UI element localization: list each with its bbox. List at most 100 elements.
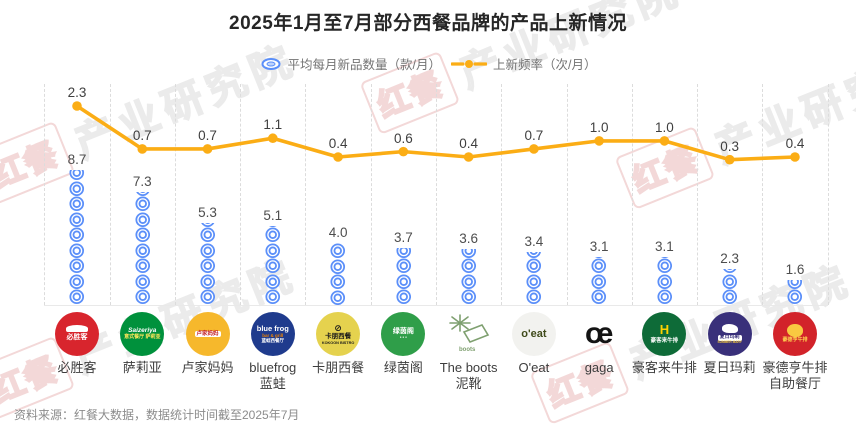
bead-ring: [69, 289, 85, 305]
brand-item: boots The boots 泥靴: [430, 312, 508, 392]
legend-item-freq: 上新频率（次/月）: [451, 54, 596, 73]
trend-point: [790, 152, 800, 162]
brand-logo: Saizeriya 意式餐厅 萨莉亚: [120, 312, 165, 356]
brand-logo-text: œ: [584, 316, 614, 350]
bead-ring: [200, 222, 215, 228]
brand-logo: boots: [447, 312, 491, 356]
brand-item: blue frog bar & grill 蓝蛙西餐厅 bluefrog 蓝蛙: [234, 312, 312, 392]
brand-logo-text: 卡朋西餐: [325, 333, 352, 341]
trend-point: [659, 136, 670, 146]
brand-logo-text: 必胜客: [66, 334, 88, 342]
trend-point: [333, 152, 343, 162]
bead-ring: [69, 258, 85, 274]
brand-logo: 豪德亨牛排: [772, 312, 817, 356]
bead-ring: [265, 243, 281, 259]
brand-logo-text: 意式餐厅 萨莉亚: [124, 333, 161, 340]
bead-ring: [330, 289, 346, 305]
brand-logo: 卢家妈妈: [185, 312, 230, 356]
bead-ring: [657, 289, 672, 305]
brand-logo: 必胜客: [55, 312, 99, 356]
bead-ring: [657, 258, 672, 274]
gridline: [827, 84, 829, 305]
bead-value-label: 3.1: [589, 238, 609, 254]
bead-ring: [787, 280, 803, 290]
bead-partial: [461, 249, 477, 259]
bead-stack: [134, 191, 151, 305]
freq-value-label: 0.7: [524, 127, 544, 143]
bead-ring: [69, 212, 85, 228]
bead-ring: [69, 181, 85, 197]
bead-ring: [591, 274, 607, 290]
freq-value-label: 0.4: [328, 135, 348, 151]
bead-stack: [461, 249, 477, 305]
trend-point: [529, 144, 539, 154]
brand-logo-text: 卢家妈妈: [194, 330, 221, 338]
brand-item: 必胜客 必胜客: [38, 312, 116, 376]
bead-value-label: 3.1: [655, 238, 674, 254]
bead-ring: [69, 170, 85, 181]
brand-label-line: The boots: [439, 360, 498, 375]
brand-label-line: 豪客来牛排: [631, 360, 697, 375]
brand-logo: œ: [577, 312, 621, 356]
bead-ring: [200, 258, 215, 274]
bead-value-label: 7.3: [132, 173, 152, 189]
brand-logo-text: ● ● ●: [399, 335, 407, 340]
brand-label: 夏日玛莉: [691, 360, 769, 376]
brand-logo-text: 绿茵阁: [392, 328, 414, 336]
brand-logo: H 豪客来牛排: [642, 312, 687, 356]
bead-ring: [595, 256, 604, 259]
brand-logo-text: 夏日玛莉: [717, 333, 742, 341]
bead-ring: [265, 289, 281, 305]
bead-value-label: 1.6: [785, 262, 805, 278]
brand-label-line: 必胜客: [57, 360, 97, 375]
brand-logo-text: bar & grill: [262, 333, 284, 339]
brand-label-line: 蓝蛙: [259, 376, 286, 391]
freq-value-label: 0.7: [198, 127, 217, 143]
freq-value-label: 0.6: [393, 130, 413, 146]
bead-ring: [265, 258, 281, 274]
brand-label: bluefrog 蓝蛙: [234, 360, 312, 392]
brand-item: 卢家妈妈 卢家妈妈: [169, 312, 247, 376]
freq-value-label: 0.4: [785, 135, 805, 151]
bead-ring: [396, 258, 411, 274]
bead-value-label: 3.6: [459, 231, 478, 247]
brand-label-line: gaga: [584, 360, 614, 375]
brand-label-line: bluefrog: [249, 360, 297, 375]
gridline: [44, 84, 46, 305]
brand-logo-text: 豪客来牛排: [650, 338, 679, 345]
bead-ring: [526, 258, 542, 274]
bead-partial: [722, 269, 738, 274]
bead-ring: [200, 289, 215, 305]
bead-ring: [330, 243, 346, 259]
bead-stack: [69, 170, 85, 305]
bead-value-label: 3.7: [393, 229, 413, 245]
brand-label: O'eat: [495, 360, 573, 376]
bead-ring: [591, 289, 607, 305]
bead-ring: [134, 258, 150, 274]
brand-label: 卢家妈妈: [169, 360, 247, 376]
bead-ring: [461, 289, 476, 305]
bead-stack: [330, 243, 346, 305]
bead-ring: [330, 258, 346, 274]
bead-ring: [135, 191, 149, 197]
brand-logo: blue frog bar & grill 蓝蛙西餐厅: [250, 312, 295, 356]
bead-ring: [723, 269, 737, 274]
brand-label-line: O'eat: [518, 360, 550, 375]
bead-partial: [787, 280, 803, 290]
bead-partial: [591, 256, 607, 259]
chart-title: 2025年1月至7月部分西餐品牌的产品上新情况: [229, 13, 627, 34]
bead-value-label: 5.3: [198, 204, 217, 220]
freq-value-label: 1.0: [655, 119, 674, 135]
bead-ring: [657, 274, 672, 290]
trend-point: [398, 146, 409, 157]
trend-point: [268, 133, 278, 144]
bead-ring: [134, 243, 150, 259]
bead-stack: [200, 222, 216, 305]
bead-stack: [591, 256, 607, 305]
brand-logo-text: 蓝蛙西餐厅: [261, 338, 285, 344]
brand-label: gaga: [560, 360, 638, 376]
gridline: [174, 84, 176, 305]
bead-ring: [200, 243, 215, 259]
bead-partial: [200, 222, 216, 228]
